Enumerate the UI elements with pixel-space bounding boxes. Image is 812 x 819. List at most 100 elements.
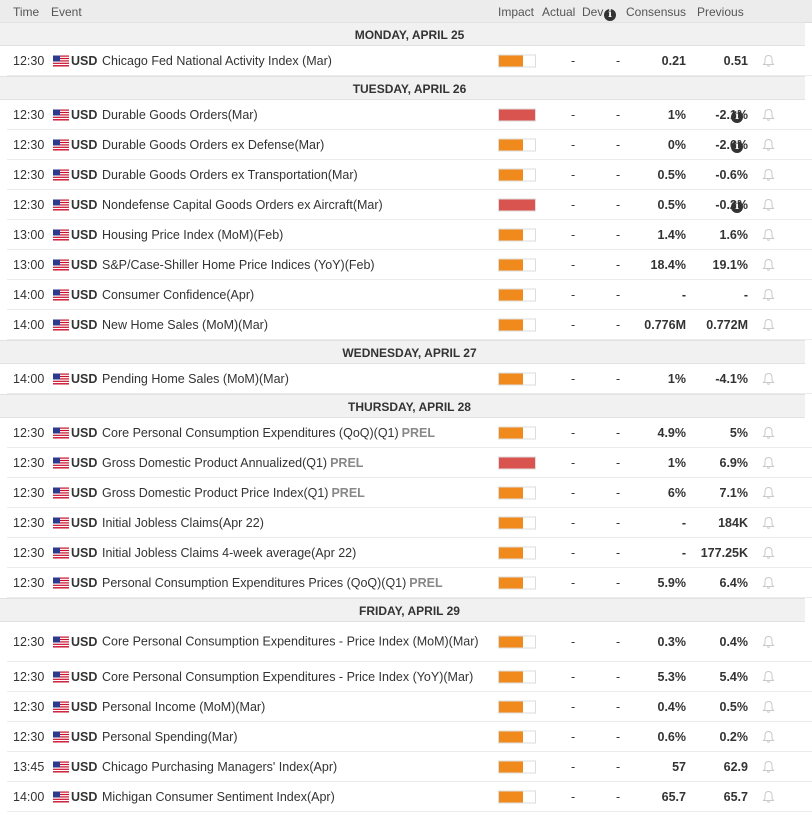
bell-icon[interactable] xyxy=(762,54,775,68)
event-name[interactable]: Consumer Confidence(Apr) xyxy=(102,288,254,302)
event-name[interactable]: Durable Goods Orders(Mar) xyxy=(102,108,258,122)
event-title[interactable]: Initial Jobless Claims 4-week average(Ap… xyxy=(102,545,357,560)
table-row[interactable]: 12:30 USD Durable Goods Orders ex Transp… xyxy=(7,160,812,190)
bell-icon[interactable] xyxy=(762,168,775,182)
event-name[interactable]: Core Personal Consumption Expenditures -… xyxy=(102,633,492,650)
event-title[interactable]: Housing Price Index (MoM)(Feb) xyxy=(102,227,284,242)
table-row[interactable]: 14:00 USD Consumer Confidence(Apr) - - -… xyxy=(7,280,812,310)
table-row[interactable]: 12:30 USD Gross Domestic Product Price I… xyxy=(7,478,812,508)
table-row[interactable]: 12:30 USD Personal Consumption Expenditu… xyxy=(7,568,812,598)
event-title[interactable]: Gross Domestic Product Price Index(Q1) xyxy=(102,485,329,500)
table-row[interactable]: 12:30 USD Nondefense Capital Goods Order… xyxy=(7,190,812,220)
table-row[interactable]: 12:30 USD Durable Goods Orders ex Defens… xyxy=(7,130,812,160)
consensus-value: - xyxy=(681,515,686,530)
table-row[interactable]: 12:30 USD Core Personal Consumption Expe… xyxy=(7,662,812,692)
event-time: 12:30 xyxy=(13,699,45,714)
table-row[interactable]: 13:00 USD Housing Price Index (MoM)(Feb)… xyxy=(7,220,812,250)
bell-icon[interactable] xyxy=(762,670,775,684)
bell-icon[interactable] xyxy=(762,198,775,212)
event-name[interactable]: Housing Price Index (MoM)(Feb) xyxy=(102,228,283,242)
bell-icon[interactable] xyxy=(762,730,775,744)
event-title[interactable]: Durable Goods Orders(Mar) xyxy=(102,107,258,122)
bell-icon[interactable] xyxy=(762,258,775,272)
event-name[interactable]: Personal Income (MoM)(Mar) xyxy=(102,700,265,714)
event-name[interactable]: S&P/Case-Shiller Home Price Indices (YoY… xyxy=(102,258,375,272)
bell-icon[interactable] xyxy=(762,546,775,560)
info-icon[interactable]: i xyxy=(731,197,743,213)
bell-icon[interactable] xyxy=(762,138,775,152)
bell-icon[interactable] xyxy=(762,426,775,440)
info-icon[interactable]: i xyxy=(731,107,743,123)
table-row[interactable]: 14:00 USD Pending Home Sales (MoM)(Mar) … xyxy=(7,364,812,394)
event-title[interactable]: Michigan Consumer Sentiment Index(Apr) xyxy=(102,789,335,804)
previous-value: 7.1% xyxy=(719,485,749,500)
event-name[interactable]: Personal Spending(Mar) xyxy=(102,730,238,744)
event-title[interactable]: Personal Consumption Expenditures Prices… xyxy=(102,575,407,590)
bell-icon[interactable] xyxy=(762,288,775,302)
event-title[interactable]: Initial Jobless Claims(Apr 22) xyxy=(102,515,264,530)
bell-icon[interactable] xyxy=(762,318,775,332)
table-row[interactable]: 14:00 USD Michigan Consumer Sentiment In… xyxy=(7,782,812,812)
table-row[interactable]: 12:30 USD Personal Income (MoM)(Mar) - -… xyxy=(7,692,812,722)
event-title[interactable]: Nondefense Capital Goods Orders ex Aircr… xyxy=(102,197,383,212)
event-title[interactable]: Core Personal Consumption Expenditures -… xyxy=(102,669,474,684)
table-row[interactable]: 12:30 USD Chicago Fed National Activity … xyxy=(7,46,812,76)
event-name[interactable]: Michigan Consumer Sentiment Index(Apr) xyxy=(102,790,335,804)
table-row[interactable]: 12:30 USD Personal Spending(Mar) - - 0.6… xyxy=(7,722,812,752)
event-title[interactable]: Chicago Fed National Activity Index (Mar… xyxy=(102,53,332,68)
event-title[interactable]: Personal Spending(Mar) xyxy=(102,729,238,744)
bell-icon[interactable] xyxy=(762,108,775,122)
table-row[interactable]: 13:45 USD Chicago Purchasing Managers' I… xyxy=(7,752,812,782)
bell-icon[interactable] xyxy=(762,790,775,804)
bell-icon[interactable] xyxy=(762,516,775,530)
table-row[interactable]: 12:30 USD Gross Domestic Product Annuali… xyxy=(7,448,812,478)
event-name[interactable]: New Home Sales (MoM)(Mar) xyxy=(102,318,268,332)
event-title[interactable]: New Home Sales (MoM)(Mar) xyxy=(102,317,268,332)
bell-icon[interactable] xyxy=(762,576,775,590)
event-name[interactable]: Initial Jobless Claims 4-week average(Ap… xyxy=(102,546,356,560)
currency: USD xyxy=(71,669,98,684)
event-title[interactable]: Gross Domestic Product Annualized(Q1) xyxy=(102,455,328,470)
bell-icon[interactable] xyxy=(762,372,775,386)
event-title[interactable]: Durable Goods Orders ex Transportation(M… xyxy=(102,167,358,182)
event-name[interactable]: Chicago Purchasing Managers' Index(Apr) xyxy=(102,760,337,774)
table-row[interactable]: 12:30 USD Core Personal Consumption Expe… xyxy=(7,418,812,448)
event-name[interactable]: Nondefense Capital Goods Orders ex Aircr… xyxy=(102,198,383,212)
consensus-value: 0.5% xyxy=(657,167,687,182)
event-name[interactable]: Core Personal Consumption Expenditures -… xyxy=(102,670,473,684)
bell-icon[interactable] xyxy=(762,228,775,242)
event-title[interactable]: Core Personal Consumption Expenditures (… xyxy=(102,425,399,440)
event-title[interactable]: S&P/Case-Shiller Home Price Indices (YoY… xyxy=(102,257,375,272)
table-row[interactable]: 12:30 USD Initial Jobless Claims(Apr 22)… xyxy=(7,508,812,538)
table-row[interactable]: 12:30 USD Initial Jobless Claims 4-week … xyxy=(7,538,812,568)
table-row[interactable]: 14:00 USD New Home Sales (MoM)(Mar) - - … xyxy=(7,310,812,340)
bell-icon[interactable] xyxy=(762,700,775,714)
info-icon[interactable]: i xyxy=(731,137,743,153)
bell-icon[interactable] xyxy=(762,486,775,500)
event-name[interactable]: Core Personal Consumption Expenditures (… xyxy=(102,426,435,440)
event-name[interactable]: Gross Domestic Product Annualized(Q1) PRE… xyxy=(102,456,363,470)
previous-value: 5.4% xyxy=(719,669,749,684)
table-row[interactable]: 12:30 USD Durable Goods Orders(Mar) - - … xyxy=(7,100,812,130)
actual-value: - xyxy=(571,197,576,212)
event-title[interactable]: Core Personal Consumption Expenditures -… xyxy=(102,634,479,648)
bell-icon[interactable] xyxy=(762,635,775,649)
event-title[interactable]: Personal Income (MoM)(Mar) xyxy=(102,699,266,714)
event-name[interactable]: Durable Goods Orders ex Defense(Mar) xyxy=(102,138,324,152)
event-name[interactable]: Gross Domestic Product Price Index(Q1) PR… xyxy=(102,486,365,500)
table-row[interactable]: 12:30 USD Core Personal Consumption Expe… xyxy=(7,622,812,662)
event-title[interactable]: Consumer Confidence(Apr) xyxy=(102,287,255,302)
consensus-value: 0.3% xyxy=(657,634,687,649)
event-name[interactable]: Chicago Fed National Activity Index (Mar… xyxy=(102,54,332,68)
event-name[interactable]: Personal Consumption Expenditures Prices… xyxy=(102,576,443,590)
event-title[interactable]: Chicago Purchasing Managers' Index(Apr) xyxy=(102,759,338,774)
bell-icon[interactable] xyxy=(762,456,775,470)
event-name[interactable]: Pending Home Sales (MoM)(Mar) xyxy=(102,372,289,386)
bell-icon[interactable] xyxy=(762,760,775,774)
event-title[interactable]: Pending Home Sales (MoM)(Mar) xyxy=(102,371,289,386)
event-title[interactable]: Durable Goods Orders ex Defense(Mar) xyxy=(102,137,325,152)
event-name[interactable]: Durable Goods Orders ex Transportation(M… xyxy=(102,168,358,182)
impact-fill xyxy=(499,547,523,558)
table-row[interactable]: 13:00 USD S&P/Case-Shiller Home Price In… xyxy=(7,250,812,280)
event-name[interactable]: Initial Jobless Claims(Apr 22) xyxy=(102,516,264,530)
